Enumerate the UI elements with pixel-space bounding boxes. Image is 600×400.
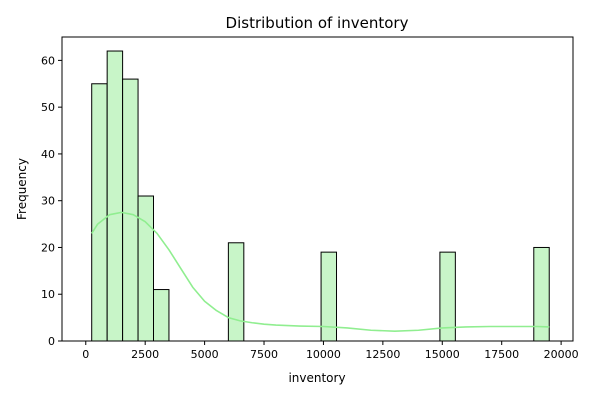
y-tick-label: 50	[41, 101, 55, 114]
x-tick-label: 12500	[365, 348, 400, 361]
histogram-bar-3	[122, 78, 139, 342]
histogram-bar-5	[153, 289, 170, 342]
y-tick-label: 0	[48, 335, 55, 348]
y-tick-label: 20	[41, 241, 55, 254]
x-tick-label: 7500	[250, 348, 278, 361]
x-tick-label: 5000	[191, 348, 219, 361]
y-tick-label: 40	[41, 148, 55, 161]
y-tick-label: 10	[41, 288, 55, 301]
plot-frame	[61, 36, 574, 342]
y-axis-label: Frequency	[15, 158, 29, 220]
x-tick-label: 15000	[425, 348, 460, 361]
histogram-bar-1	[91, 83, 108, 342]
y-tick-label: 60	[41, 54, 55, 67]
y-tick-label: 30	[41, 195, 55, 208]
histogram-bar-4	[137, 195, 155, 342]
chart-title: Distribution of inventory	[226, 14, 409, 32]
y-axis-ticks: 0 10 20 30 40 50 60	[41, 54, 62, 348]
x-tick-label: 20000	[544, 348, 579, 361]
kde-layer	[91, 211, 550, 332]
x-axis-label: inventory	[288, 371, 345, 385]
histogram-bar-6	[227, 242, 245, 342]
bars-layer	[91, 50, 550, 342]
x-axis-ticks: 0 2500 5000 7500 10000 12500 15000 17500 20000	[82, 341, 579, 361]
x-tick-label: 2500	[131, 348, 159, 361]
x-tick-label: 10000	[306, 348, 341, 361]
kde-curve	[91, 211, 550, 332]
x-tick-label: 0	[82, 348, 89, 361]
histogram-bar-2	[106, 50, 124, 342]
x-tick-label: 17500	[484, 348, 519, 361]
